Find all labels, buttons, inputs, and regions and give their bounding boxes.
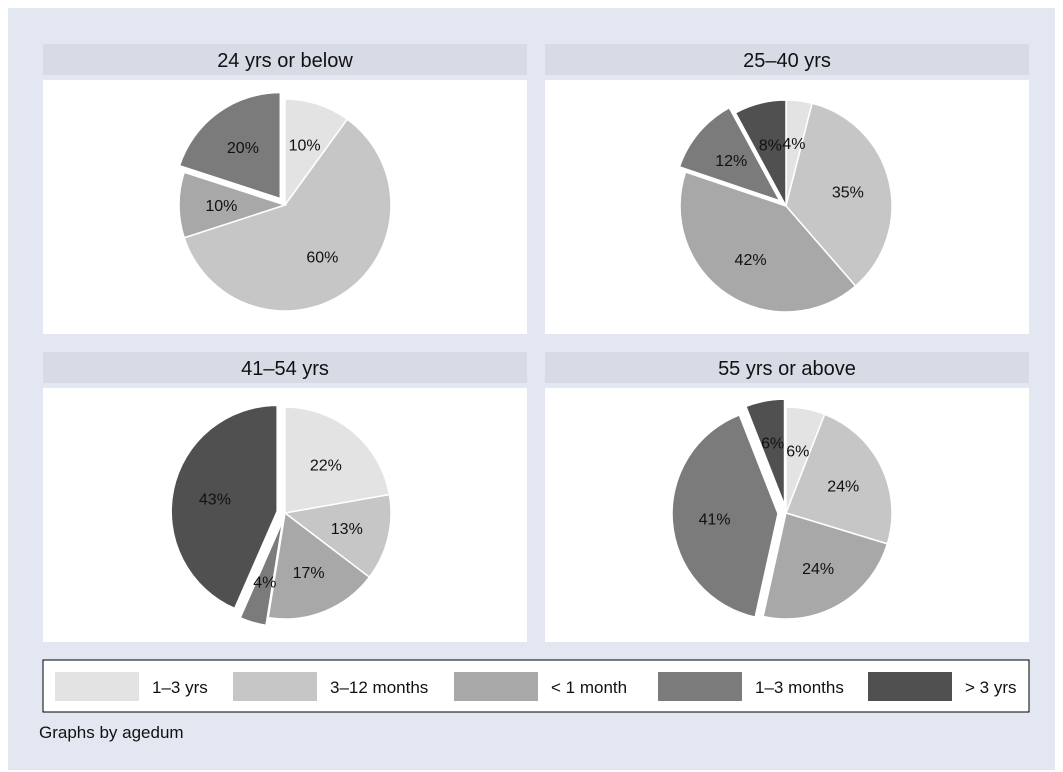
pie-slice [762, 512, 889, 620]
panel-4-title-strip [545, 352, 1029, 383]
panel-2-title: 25–40 yrs [743, 50, 831, 72]
slice-label: 20% [227, 140, 259, 157]
legend-label: > 3 yrs [965, 678, 1017, 697]
panel-2: 25–40 yrs 4% 35% 42% 12% 8% [545, 44, 1029, 334]
slice-label: 4% [253, 575, 276, 592]
panel-2-title-strip [545, 44, 1029, 75]
legend-swatch [233, 672, 317, 701]
pie-1: 10% 60% 10% 20% [178, 91, 392, 312]
pie-4: 6% 24% 24% 41% 6% [671, 398, 893, 620]
panel-3-title-strip [43, 352, 527, 383]
graphs-by-note: Graphs by agedum [39, 723, 184, 742]
slice-label: 41% [699, 512, 731, 529]
panel-3-title: 41–54 yrs [241, 358, 329, 380]
slice-label: 60% [306, 249, 338, 266]
slice-label: 12% [715, 153, 747, 170]
pie-slice [284, 406, 391, 514]
legend-item: > 3 yrs [868, 672, 1017, 701]
pie-slice [283, 493, 392, 579]
slice-label: 10% [205, 198, 237, 215]
slice-label: 17% [293, 565, 325, 582]
legend-item: 3–12 months [233, 672, 428, 701]
pie-slice [239, 520, 284, 627]
pie-slice [178, 171, 288, 239]
pie-slice [734, 99, 787, 207]
legend-label: 1–3 months [755, 678, 844, 697]
pie-slice [267, 511, 371, 620]
pie-slice [744, 398, 786, 506]
panel-3: 41–54 yrs 22% 13% 17% 4% 43% [43, 352, 527, 642]
panel-1: 24 yrs or below 10% 60% 10% 20% [43, 44, 527, 334]
slice-label: 4% [782, 136, 805, 153]
pie-slice [170, 404, 278, 610]
slice-label: 35% [832, 184, 864, 201]
slice-label: 24% [802, 561, 834, 578]
pie-slice [183, 118, 392, 312]
slice-label: 10% [289, 138, 321, 155]
panel-1-title-strip [43, 44, 527, 75]
pie-slice [679, 171, 857, 313]
slice-label: 8% [759, 137, 782, 154]
panel-1-title: 24 yrs or below [217, 50, 353, 72]
pie-slice [785, 102, 893, 288]
legend-label: 1–3 yrs [152, 678, 208, 697]
legend-swatch [868, 672, 952, 701]
slice-label: 43% [199, 491, 231, 508]
slice-label: 24% [827, 478, 859, 495]
legend: 1–3 yrs 3–12 months < 1 month 1–3 months… [42, 659, 1030, 713]
pie-2: 4% 35% 42% 12% 8% [678, 99, 893, 313]
legend-swatch [454, 672, 538, 701]
pie-slice [678, 106, 782, 203]
legend-item: 1–3 yrs [55, 672, 208, 701]
slice-label: 13% [331, 521, 363, 538]
panel-4: 55 yrs or above 6% 24% 24% 41% 6% [545, 352, 1029, 642]
slice-label: 22% [310, 457, 342, 474]
pie-3: 22% 13% 17% 4% 43% [170, 404, 392, 627]
legend-label: < 1 month [551, 678, 627, 697]
legend-item: < 1 month [454, 672, 627, 701]
legend-swatch [55, 672, 139, 701]
panel-4-title: 55 yrs or above [718, 358, 856, 380]
pie-slice [178, 91, 282, 200]
slice-label: 42% [735, 252, 767, 269]
legend-swatch [658, 672, 742, 701]
pie-slice [785, 413, 893, 545]
legend-item: 1–3 months [658, 672, 844, 701]
slice-label: 6% [786, 444, 809, 461]
legend-label: 3–12 months [330, 678, 428, 697]
slice-label: 6% [761, 436, 784, 453]
pie-slice [671, 413, 779, 619]
